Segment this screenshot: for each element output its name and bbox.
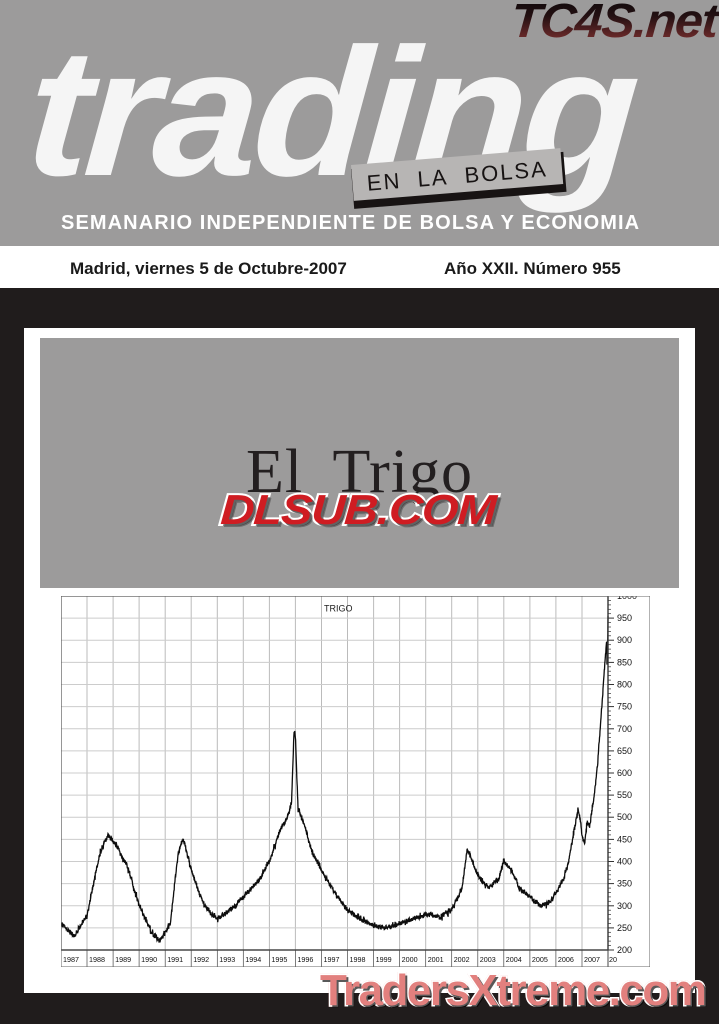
svg-text:600: 600 [617,768,632,778]
svg-text:1992: 1992 [193,955,209,964]
svg-text:950: 950 [617,613,632,623]
svg-text:1988: 1988 [89,955,105,964]
svg-text:700: 700 [617,724,632,734]
svg-text:800: 800 [617,680,632,690]
svg-text:650: 650 [617,746,632,756]
svg-text:350: 350 [617,879,632,889]
svg-text:1990: 1990 [141,955,157,964]
svg-text:2007: 2007 [584,955,600,964]
svg-text:900: 900 [617,635,632,645]
svg-text:550: 550 [617,790,632,800]
svg-text:2004: 2004 [506,955,522,964]
svg-text:2005: 2005 [532,955,548,964]
svg-text:TRIGO: TRIGO [324,604,353,614]
svg-text:2000: 2000 [402,955,418,964]
svg-text:1997: 1997 [324,955,340,964]
svg-text:2006: 2006 [558,955,574,964]
svg-text:750: 750 [617,702,632,712]
svg-text:1991: 1991 [167,955,183,964]
svg-text:1989: 1989 [115,955,131,964]
svg-text:2003: 2003 [480,955,496,964]
svg-text:1995: 1995 [271,955,287,964]
svg-text:400: 400 [617,857,632,867]
svg-text:500: 500 [617,812,632,822]
svg-text:300: 300 [617,901,632,911]
svg-text:1987: 1987 [63,955,79,964]
svg-text:250: 250 [617,923,632,933]
svg-text:2002: 2002 [454,955,470,964]
svg-text:1000: 1000 [617,596,637,601]
svg-text:1994: 1994 [245,955,261,964]
svg-text:1998: 1998 [350,955,366,964]
svg-text:20: 20 [609,955,617,964]
svg-text:1999: 1999 [376,955,392,964]
svg-text:1993: 1993 [219,955,235,964]
svg-text:850: 850 [617,657,632,667]
svg-text:2001: 2001 [428,955,444,964]
svg-text:450: 450 [617,834,632,844]
svg-text:200: 200 [617,945,632,955]
svg-text:1996: 1996 [297,955,313,964]
